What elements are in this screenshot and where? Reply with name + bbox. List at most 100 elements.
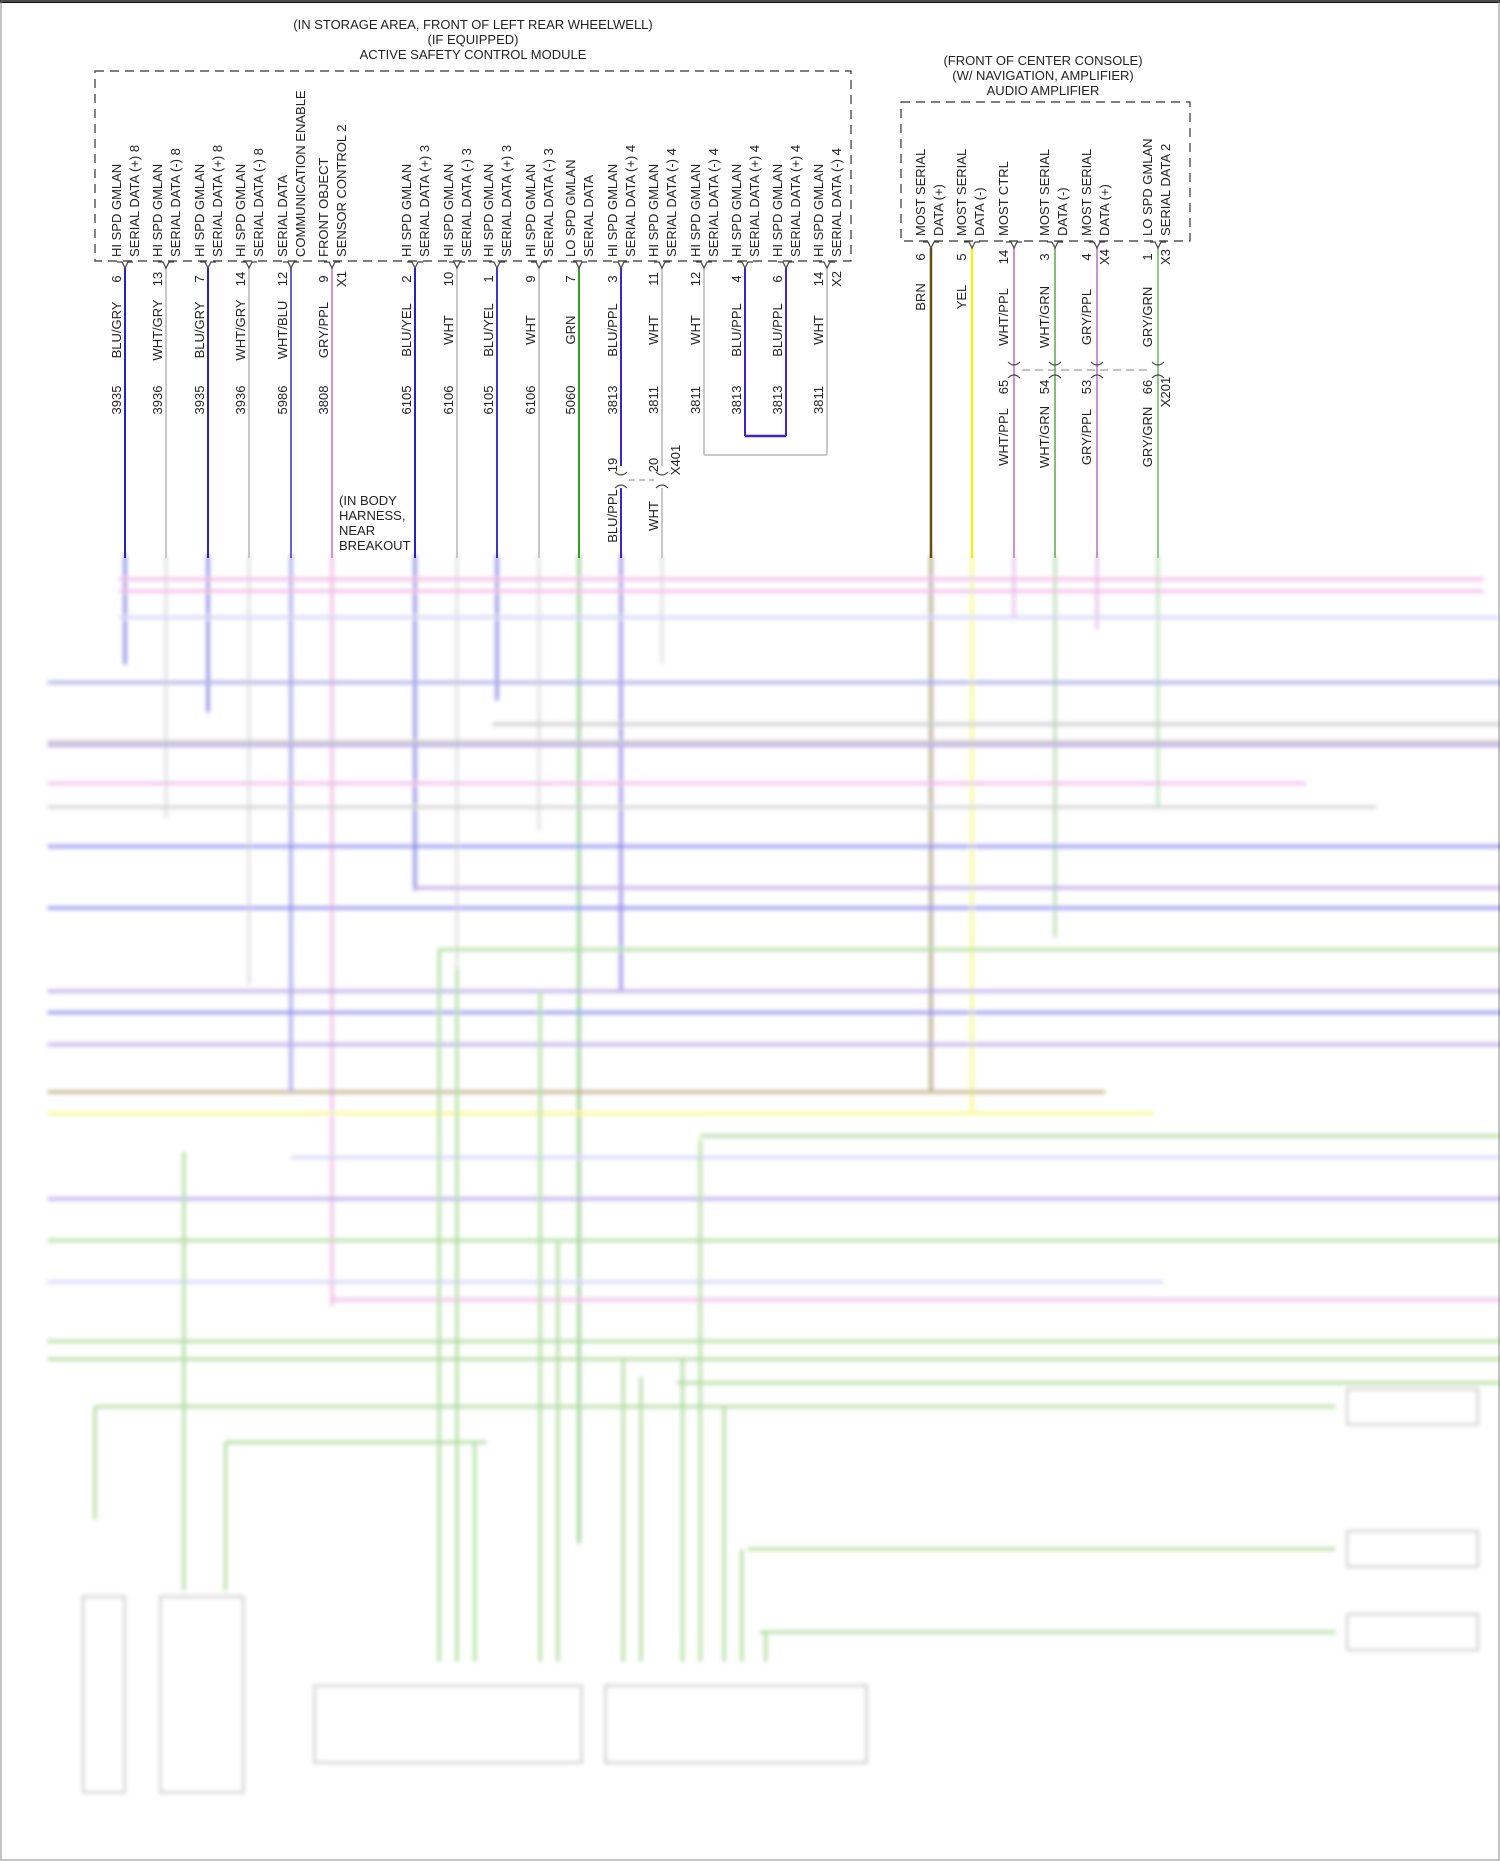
pin-number: 6 — [770, 275, 785, 282]
blurred-component — [1346, 1530, 1479, 1568]
pin-function-label: SERIAL DATA (+) 4 — [623, 145, 638, 257]
pin-function-label: MOST SERIAL — [954, 149, 969, 236]
circuit-number: 3936 — [150, 386, 165, 415]
x201-wire-label: WHT/GRN — [1037, 406, 1052, 468]
pin-function-label: MOST CTRL — [996, 161, 1011, 236]
pin-connector — [964, 241, 980, 250]
pin-function-label: DATA (+) — [931, 184, 946, 236]
x201-wire-label: GRY/GRN — [1140, 407, 1155, 467]
wire-color-label: BLU/YEL — [481, 303, 496, 356]
pin-connector — [571, 261, 587, 270]
pin-function-label: HI SPD GMLAN — [770, 164, 785, 257]
circuit-number: 6105 — [399, 386, 414, 415]
circuit-number: 6105 — [481, 386, 496, 415]
pin-number: 7 — [563, 275, 578, 282]
circuit-number: 3811 — [646, 386, 661, 414]
pin-number: 9 — [316, 275, 331, 282]
inline-connector-x401-pin — [614, 471, 628, 489]
wire-color-label: WHT/GRN — [1037, 286, 1052, 348]
pin-connector — [407, 261, 423, 270]
blurred-component — [159, 1595, 245, 1794]
wire-color-label: YEL — [954, 285, 969, 310]
x201-wire-label: GRY/PPL — [1079, 409, 1094, 465]
pin-function-label: HI SPD GMLAN — [523, 164, 538, 257]
blurred-lower-diagram — [47, 555, 1500, 1794]
circuit-number: 3813 — [770, 386, 785, 415]
wire-color-label: BLU/GRY — [109, 301, 124, 358]
pin-connector — [1089, 241, 1105, 250]
pin-function-label: SERIAL DATA (+) 8 — [210, 145, 225, 257]
pin-connector — [117, 261, 133, 270]
x401-pin-number: 19 — [605, 458, 620, 472]
connector-id-x1: X1 — [334, 271, 349, 287]
wire-color-label: BLU/YEL — [399, 303, 414, 356]
pin-function-label: HI SPD GMLAN — [688, 164, 703, 257]
wire-color-label: BRN — [913, 283, 928, 310]
pin-connector — [923, 241, 939, 250]
inline-connector-x401-pin — [655, 471, 669, 489]
x201-wire-label: WHT/PPL — [996, 408, 1011, 466]
pin-function-label: SERIAL DATA (+) 4 — [788, 145, 803, 257]
pin-connector — [283, 261, 299, 270]
pin-connector — [531, 261, 547, 270]
wire-color-label: GRN — [563, 316, 578, 345]
pin-number: 13 — [150, 272, 165, 286]
wire-color-label: BLU/PPL — [770, 303, 785, 356]
circuit-number: 6106 — [441, 386, 456, 415]
x401-wire-label: WHT — [646, 501, 661, 531]
pin-function-label: DATA (-) — [1055, 187, 1070, 236]
pin-function-label: SERIAL DATA (-) 8 — [251, 148, 266, 257]
wire-color-label: GRY/PPL — [1079, 289, 1094, 345]
pin-connector — [1047, 241, 1063, 250]
module-title-line: (IF EQUIPPED) — [427, 32, 518, 47]
wire-color-label: GRY/GRN — [1140, 287, 1155, 347]
pin-function-label: HI SPD GMLAN — [233, 164, 248, 257]
circuit-number: 3813 — [605, 386, 620, 415]
x401-label: X401 — [668, 445, 683, 475]
upper-diagram: (IN STORAGE AREA, FRONT OF LEFT REAR WHE… — [94, 17, 1191, 558]
pin-function-label: SERIAL DATA — [581, 175, 596, 257]
x201-pin-number: 53 — [1079, 380, 1094, 394]
pin-connector — [737, 261, 753, 270]
module-boundary-active-safety — [94, 70, 852, 262]
wire-color-label: WHT/GRY — [233, 299, 248, 360]
pin-number: 9 — [523, 275, 538, 282]
pin-function-label: SERIAL DATA (+) 8 — [127, 145, 142, 257]
pin-number: 1 — [481, 275, 496, 282]
pin-function-label: SERIAL DATA — [275, 175, 290, 257]
pin-connector — [158, 261, 174, 270]
pin-connector — [241, 261, 257, 270]
circuit-number: 3935 — [109, 386, 124, 415]
pin-function-label: HI SPD GMLAN — [399, 164, 414, 257]
blurred-component — [604, 1684, 868, 1764]
pin-function-label: LO SPD GMLAN — [1140, 138, 1155, 236]
pin-function-label: HI SPD GMLAN — [646, 164, 661, 257]
pin-connector — [324, 261, 340, 270]
inline-connector-x201-pin — [1007, 361, 1021, 379]
pin-function-label: HI SPD GMLAN — [729, 164, 744, 257]
x401-wire-label: BLU/PPL — [605, 489, 620, 542]
pin-number: 4 — [1079, 253, 1094, 260]
pin-connector — [654, 261, 670, 270]
x201-label: X201 — [1158, 377, 1173, 407]
pin-number: 3 — [1037, 253, 1052, 260]
x201-pin-number: 54 — [1037, 380, 1052, 394]
wire-color-label: WHT — [688, 315, 703, 345]
pin-number: 11 — [646, 272, 661, 286]
pin-function-label: SERIAL DATA (-) 4 — [706, 148, 721, 257]
x401-pin-number: 20 — [646, 458, 661, 472]
pin-connector — [613, 261, 629, 270]
pin-connector — [1150, 241, 1166, 250]
pin-function-label: SERIAL DATA (-) 8 — [168, 148, 183, 257]
module-boundary-audio-amplifier — [900, 101, 1191, 242]
pin-connector — [778, 261, 794, 270]
pin-function-label: HI SPD GMLAN — [441, 164, 456, 257]
pin-function-label: HI SPD GMLAN — [109, 164, 124, 257]
wire-color-label: WHT/BLU — [275, 301, 290, 360]
blurred-component — [1346, 1387, 1479, 1426]
pin-number: 12 — [688, 272, 703, 286]
circuit-number: 3808 — [316, 386, 331, 415]
circuit-number: 5060 — [563, 386, 578, 415]
